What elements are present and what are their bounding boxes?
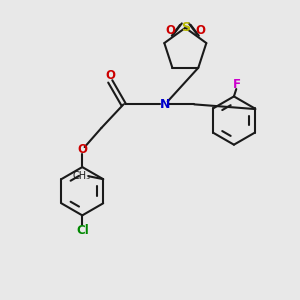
Text: O: O: [105, 69, 115, 82]
Text: O: O: [166, 24, 176, 37]
Text: S: S: [181, 21, 190, 34]
Text: O: O: [77, 143, 87, 157]
Text: CH₃: CH₃: [73, 171, 91, 181]
Text: O: O: [195, 24, 205, 37]
Text: N: N: [160, 98, 170, 111]
Text: F: F: [233, 77, 241, 91]
Text: Cl: Cl: [76, 224, 89, 237]
